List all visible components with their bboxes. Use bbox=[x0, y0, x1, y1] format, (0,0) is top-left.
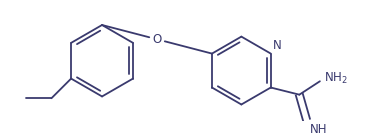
Text: NH$_2$: NH$_2$ bbox=[324, 71, 348, 86]
Text: O: O bbox=[153, 33, 162, 46]
Text: N: N bbox=[273, 39, 281, 52]
Text: NH: NH bbox=[310, 123, 328, 136]
